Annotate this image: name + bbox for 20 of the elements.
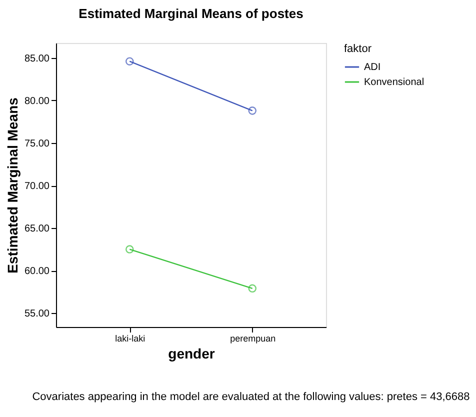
y-tick-label: 60.00 [24, 266, 50, 278]
legend-title: faktor [344, 43, 372, 55]
point [126, 57, 134, 66]
y-tick-label: 70.00 [24, 181, 50, 192]
chart-title: Estimated Marginal Means of postes [78, 6, 304, 21]
y-tick-label: 75.00 [24, 138, 50, 150]
y-tick-label: 85.00 [24, 53, 50, 64]
point [126, 245, 134, 254]
point [248, 106, 256, 115]
point [248, 284, 256, 293]
y-axis-title: Estimated Marginal Means [4, 97, 20, 274]
y-tick-label: 55.00 [24, 308, 50, 320]
y-tick-label: 65.00 [24, 224, 50, 235]
x-axis-title: gender [168, 346, 216, 362]
x-tick-label: laki-laki [115, 334, 146, 344]
text: Covariates appearing in the model are evaluated at the following values: pretes = 43,6688 [32, 391, 470, 403]
x-tick-label: perempuan [230, 334, 276, 344]
y-tick-label: 80.00 [24, 96, 50, 107]
legend-label: ADI [364, 62, 381, 73]
legend-label: Konvensional [364, 77, 424, 88]
